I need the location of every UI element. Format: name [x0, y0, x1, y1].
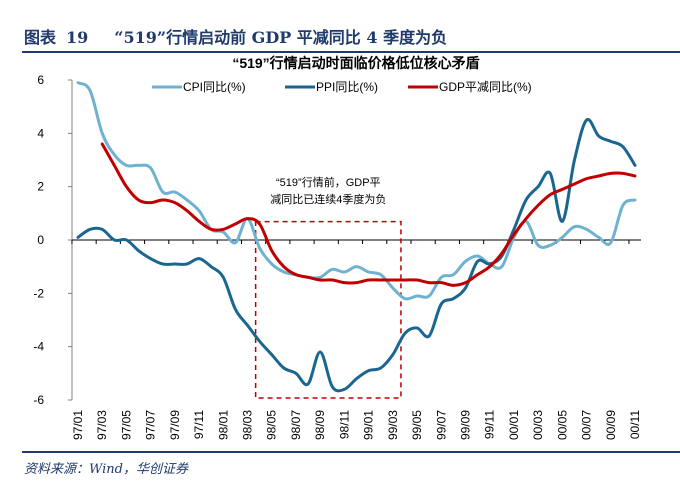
figure-title-text: “519”行情启动前 GDP 平减同比 4 季度为负 — [114, 28, 448, 47]
x-tick-label: 99/09 — [458, 410, 472, 440]
series-line-0 — [76, 81, 637, 301]
x-tick-label: 00/05 — [555, 410, 569, 440]
x-tick-label: 00/01 — [507, 410, 521, 440]
y-tick-label: 2 — [37, 180, 44, 194]
x-tick-label: 00/09 — [604, 410, 618, 440]
x-tick-label: 99/07 — [434, 410, 448, 440]
series-lines — [76, 81, 637, 393]
x-tick-label: 97/09 — [168, 410, 182, 440]
annotation-box — [254, 220, 402, 399]
x-tick-label: 00/11 — [628, 410, 642, 439]
legend: CPI同比(%) PPI同比(%) GDP平减同比(%) — [152, 80, 532, 94]
figure-label: 图表 — [24, 28, 57, 47]
figure-title: 图表 19 “519”行情启动前 GDP 平减同比 4 季度为负 — [24, 24, 447, 48]
x-tick-label: 97/03 — [95, 410, 109, 440]
x-tick-label: 98/05 — [265, 410, 279, 440]
x-tick-label: 98/03 — [241, 410, 255, 440]
x-tick-label: 97/01 — [71, 410, 85, 440]
x-tick-label: 99/05 — [410, 410, 424, 440]
x-tick-label: 97/07 — [144, 410, 158, 440]
annotation-text: “519”行情前，GDP平 — [276, 175, 381, 189]
chart-title: “519”行情启动时面临价格低位核心矛盾 — [232, 55, 479, 71]
annotation-text: 减同比已连续4季度为负 — [270, 192, 386, 206]
series-line-2 — [100, 142, 637, 287]
x-tick-label: 99/11 — [483, 410, 497, 439]
x-tick-label: 00/03 — [531, 410, 545, 440]
x-tick-label: 97/05 — [119, 410, 133, 440]
y-tick-label: 6 — [37, 73, 44, 87]
y-tick-label: -4 — [33, 340, 44, 354]
x-tick-label: 99/03 — [386, 410, 400, 440]
source-note: 资料来源：Wind，华创证券 — [24, 462, 188, 477]
legend-label: PPI同比(%) — [316, 80, 378, 94]
y-tick-label: 0 — [37, 233, 44, 247]
y-tick-label: -6 — [33, 393, 44, 407]
x-tick-label: 00/07 — [580, 410, 594, 440]
top-divider — [22, 51, 680, 53]
legend-label: GDP平减同比(%) — [439, 80, 532, 94]
y-tick-label: 4 — [37, 126, 44, 140]
x-tick-label: 97/11 — [192, 410, 206, 439]
x-tick-label: 99/01 — [362, 410, 376, 440]
x-tick-label: 98/07 — [289, 410, 303, 440]
axes: -6 -4 -2 0 2 4 6 97/01 97/03 97/05 97/07 97/09 97/11… — [33, 73, 642, 440]
x-tick-label: 98/01 — [216, 410, 230, 440]
x-tick-label: 98/09 — [313, 410, 327, 440]
series-line-1 — [76, 117, 637, 393]
figure-number: 19 — [66, 28, 89, 47]
legend-label: CPI同比(%) — [183, 80, 246, 94]
x-tick-label: 98/11 — [337, 410, 351, 439]
bottom-divider — [22, 451, 680, 453]
y-tick-label: -2 — [33, 286, 44, 300]
